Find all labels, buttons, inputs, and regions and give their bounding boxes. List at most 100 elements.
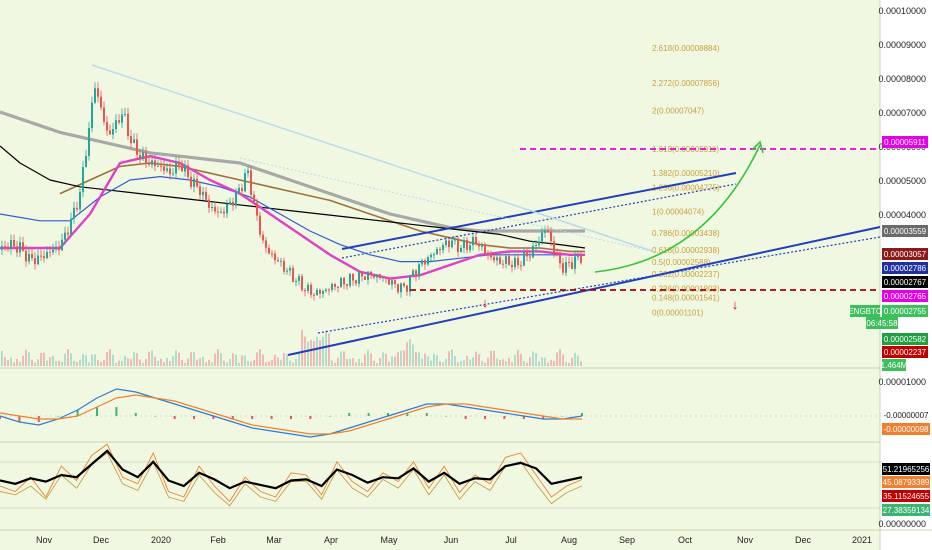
macd-histogram-bar (96, 407, 98, 416)
candle-body (496, 257, 498, 261)
macd-value-label-background (882, 423, 930, 435)
candle-body (430, 254, 432, 258)
channel-lower-line (287, 226, 881, 356)
volume-bar (541, 357, 543, 366)
volume-bar (286, 354, 288, 366)
volume-bar (247, 361, 249, 366)
volume-bar (409, 339, 411, 366)
candle-body (52, 249, 54, 253)
volume-bar (580, 361, 582, 366)
candle-body (454, 238, 456, 241)
volume-bar (121, 360, 123, 366)
rsi-value-label-background (882, 504, 930, 516)
volume-bar (199, 358, 201, 366)
candle-body (439, 249, 441, 251)
candle-body (250, 170, 252, 195)
moving-average-pink (0, 155, 585, 280)
volume-bar (340, 351, 342, 366)
down-arrow-icon: ↓ (482, 295, 489, 310)
volume-bar (262, 354, 264, 366)
volume-bar (301, 329, 303, 366)
volume-bar (526, 362, 528, 366)
volume-bar (73, 360, 75, 366)
volume-bar (547, 362, 549, 366)
volume-bar (325, 330, 327, 366)
candle-body (493, 257, 495, 261)
candle-body (307, 284, 309, 291)
candle-body (43, 256, 45, 259)
candle-body (7, 247, 9, 250)
volume-bar (37, 359, 39, 366)
candle-body (310, 284, 312, 295)
candle-body (178, 161, 180, 166)
candle-body (538, 241, 540, 245)
candle-body (370, 271, 372, 275)
volume-bar (205, 362, 207, 366)
candle-body (193, 178, 195, 187)
candle-body (64, 232, 66, 240)
candle-body (112, 129, 114, 135)
candle-body (313, 294, 315, 296)
volume-bar (523, 360, 525, 366)
candle-body (373, 275, 375, 278)
y-tick-label: 0.00004000 (878, 210, 926, 220)
candle-body (379, 274, 381, 278)
candle-body (37, 255, 39, 265)
candle-body (487, 254, 489, 255)
candle-body (526, 252, 528, 257)
price-label-background (882, 262, 928, 274)
candle-body (214, 206, 216, 212)
x-tick-label: Jun (444, 535, 459, 545)
candle-body (448, 240, 450, 248)
candle-body (403, 283, 405, 286)
candle-body (187, 165, 189, 177)
volume-bar (100, 362, 102, 366)
volume-bar (7, 360, 9, 366)
volume-bar (64, 353, 66, 366)
volume-bar (271, 359, 273, 366)
volume-bar (124, 356, 126, 366)
volume-bar (187, 358, 189, 366)
candle-body (316, 290, 318, 296)
candle-body (412, 270, 414, 276)
volume-bar (307, 341, 309, 366)
candle-body (385, 277, 387, 279)
macd-histogram-bar (328, 416, 331, 417)
candle-body (397, 284, 399, 293)
candle-body (142, 152, 144, 160)
candle-body (394, 280, 396, 284)
volume-bar (454, 356, 456, 366)
macd-histogram-bar (445, 416, 448, 417)
volume-bar (277, 357, 279, 366)
fib-level-label: 1.382(0.00005210) (652, 169, 720, 178)
candle-body (463, 240, 465, 248)
volume-bar (313, 341, 315, 366)
macd-histogram-bar (270, 416, 273, 419)
volume-bar (268, 361, 270, 366)
volume-bar (352, 358, 354, 366)
volume-bar (355, 362, 357, 366)
candle-body (148, 162, 150, 165)
candle-body (61, 239, 63, 251)
channel-upper-dotted-line (341, 183, 737, 259)
volume-bar (172, 356, 174, 366)
volume-bar (67, 349, 69, 366)
volume-bar (58, 360, 60, 366)
candle-body (304, 290, 306, 292)
macd-histogram-bar (115, 407, 118, 416)
volume-bar (415, 352, 417, 366)
candle-body (442, 245, 444, 251)
price-label-background (882, 359, 906, 371)
channel-lower-dotted-line (317, 236, 881, 334)
rsi-value-label-background (882, 463, 930, 475)
candle-body (319, 290, 321, 294)
volume-bar (274, 354, 276, 366)
candle-body (508, 256, 510, 265)
y-tick-label: 0.00009000 (878, 40, 926, 50)
rsi-value-label: 45.08793389 (883, 478, 930, 487)
candle-body (343, 278, 345, 285)
candle-body (163, 166, 165, 171)
candle-body (115, 120, 117, 129)
x-tick-label: Aug (561, 535, 577, 545)
